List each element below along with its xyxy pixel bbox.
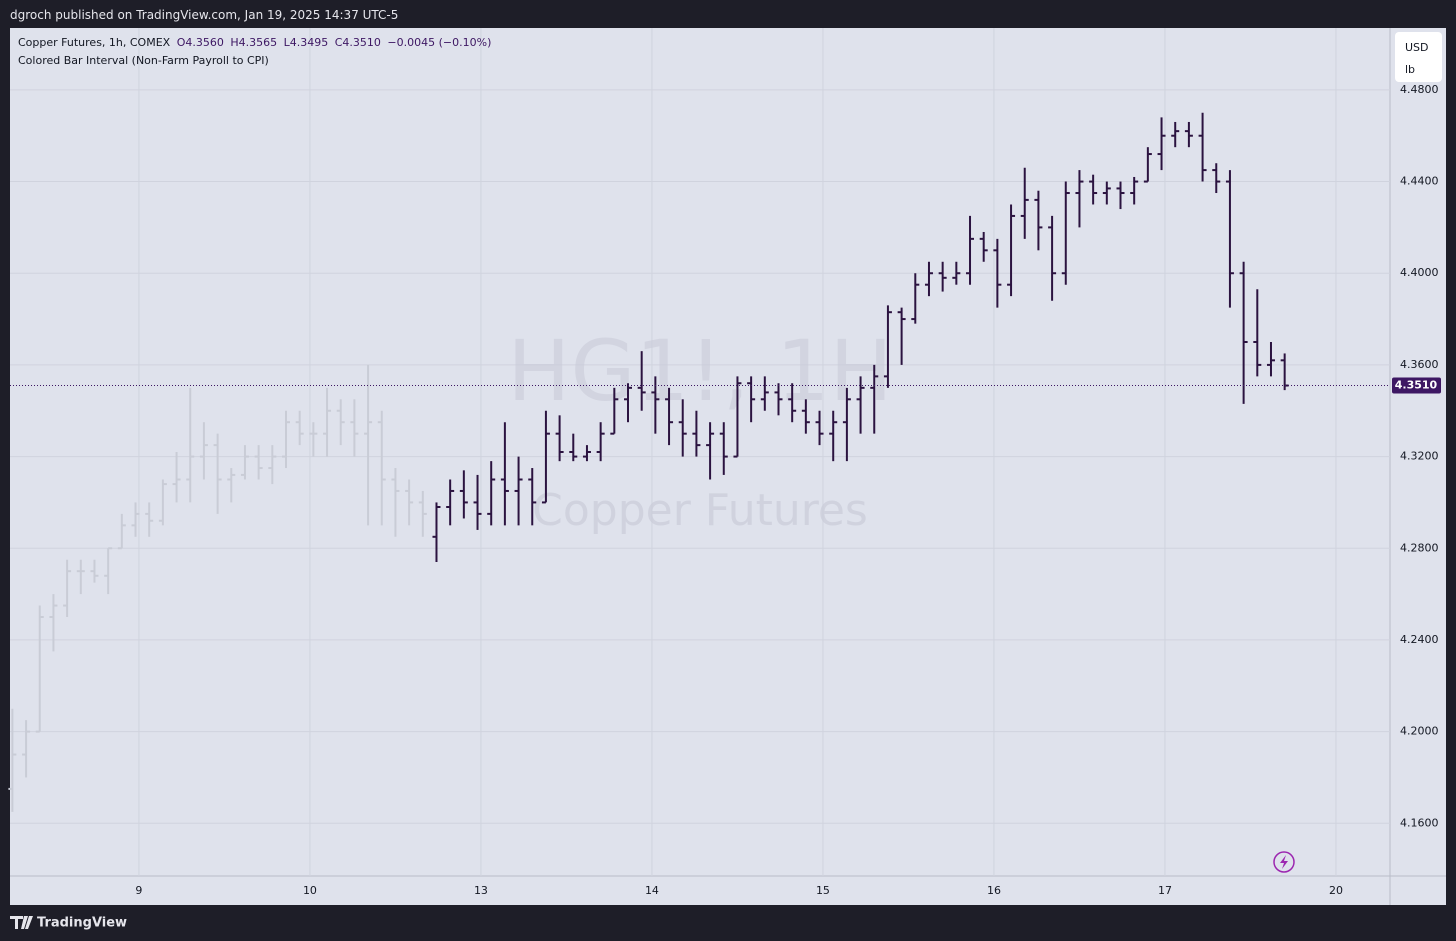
y-tick-label: 4.1600	[1400, 816, 1439, 829]
y-tick-label: 4.3200	[1400, 450, 1439, 463]
ohlc-open: O4.3560	[176, 36, 224, 49]
y-tick-label: 4.2000	[1400, 725, 1439, 738]
chart-background	[10, 28, 1446, 905]
x-tick-label: 16	[987, 884, 1001, 897]
brand: TradingView	[37, 916, 127, 931]
ohlc-close: C4.3510	[334, 36, 381, 49]
alert-icon[interactable]	[1273, 851, 1295, 873]
brand-logo	[10, 916, 33, 929]
ohlc-high: H4.3565	[230, 36, 278, 49]
y-tick-label: 4.2400	[1400, 633, 1439, 646]
ohlc-low: L4.3495	[283, 36, 329, 49]
watermark-subtitle: Copper Futures	[532, 485, 868, 536]
x-tick-label: 10	[303, 884, 317, 897]
last-price-box	[1392, 377, 1441, 394]
ohlc-change: −0.0045 (−0.10%)	[387, 36, 492, 49]
y-tick-label: 4.3600	[1400, 358, 1439, 371]
x-tick-label: 14	[645, 884, 659, 897]
x-tick-label: 9	[135, 884, 142, 897]
y-tick-label: 4.2800	[1400, 541, 1439, 554]
indicator-label: Colored Bar Interval (Non-Farm Payroll t…	[18, 54, 269, 67]
currency: USD	[1405, 41, 1429, 54]
y-tick-label: 4.4800	[1400, 83, 1439, 96]
y-tick-label: 4.4400	[1400, 175, 1439, 188]
publisher: dgroch published on TradingView.com, Jan…	[10, 8, 399, 22]
alert-bolt	[1280, 855, 1288, 869]
x-tick-label: 15	[816, 884, 830, 897]
last-price-label: 4.3510	[1395, 379, 1438, 392]
x-tick-label: 13	[474, 884, 488, 897]
y-tick-label: 4.4000	[1400, 266, 1439, 279]
symbol: Copper Futures, 1h, COMEX	[18, 36, 171, 49]
currency-box[interactable]	[1395, 32, 1442, 82]
unit: lb	[1405, 63, 1415, 76]
x-tick-label: 17	[1158, 884, 1172, 897]
watermark: HG1!, 1H	[507, 322, 892, 420]
legend-line: Copper Futures, 1h, COMEX O4.3560 H4.356…	[18, 36, 491, 49]
x-tick-label: 20	[1329, 884, 1343, 897]
